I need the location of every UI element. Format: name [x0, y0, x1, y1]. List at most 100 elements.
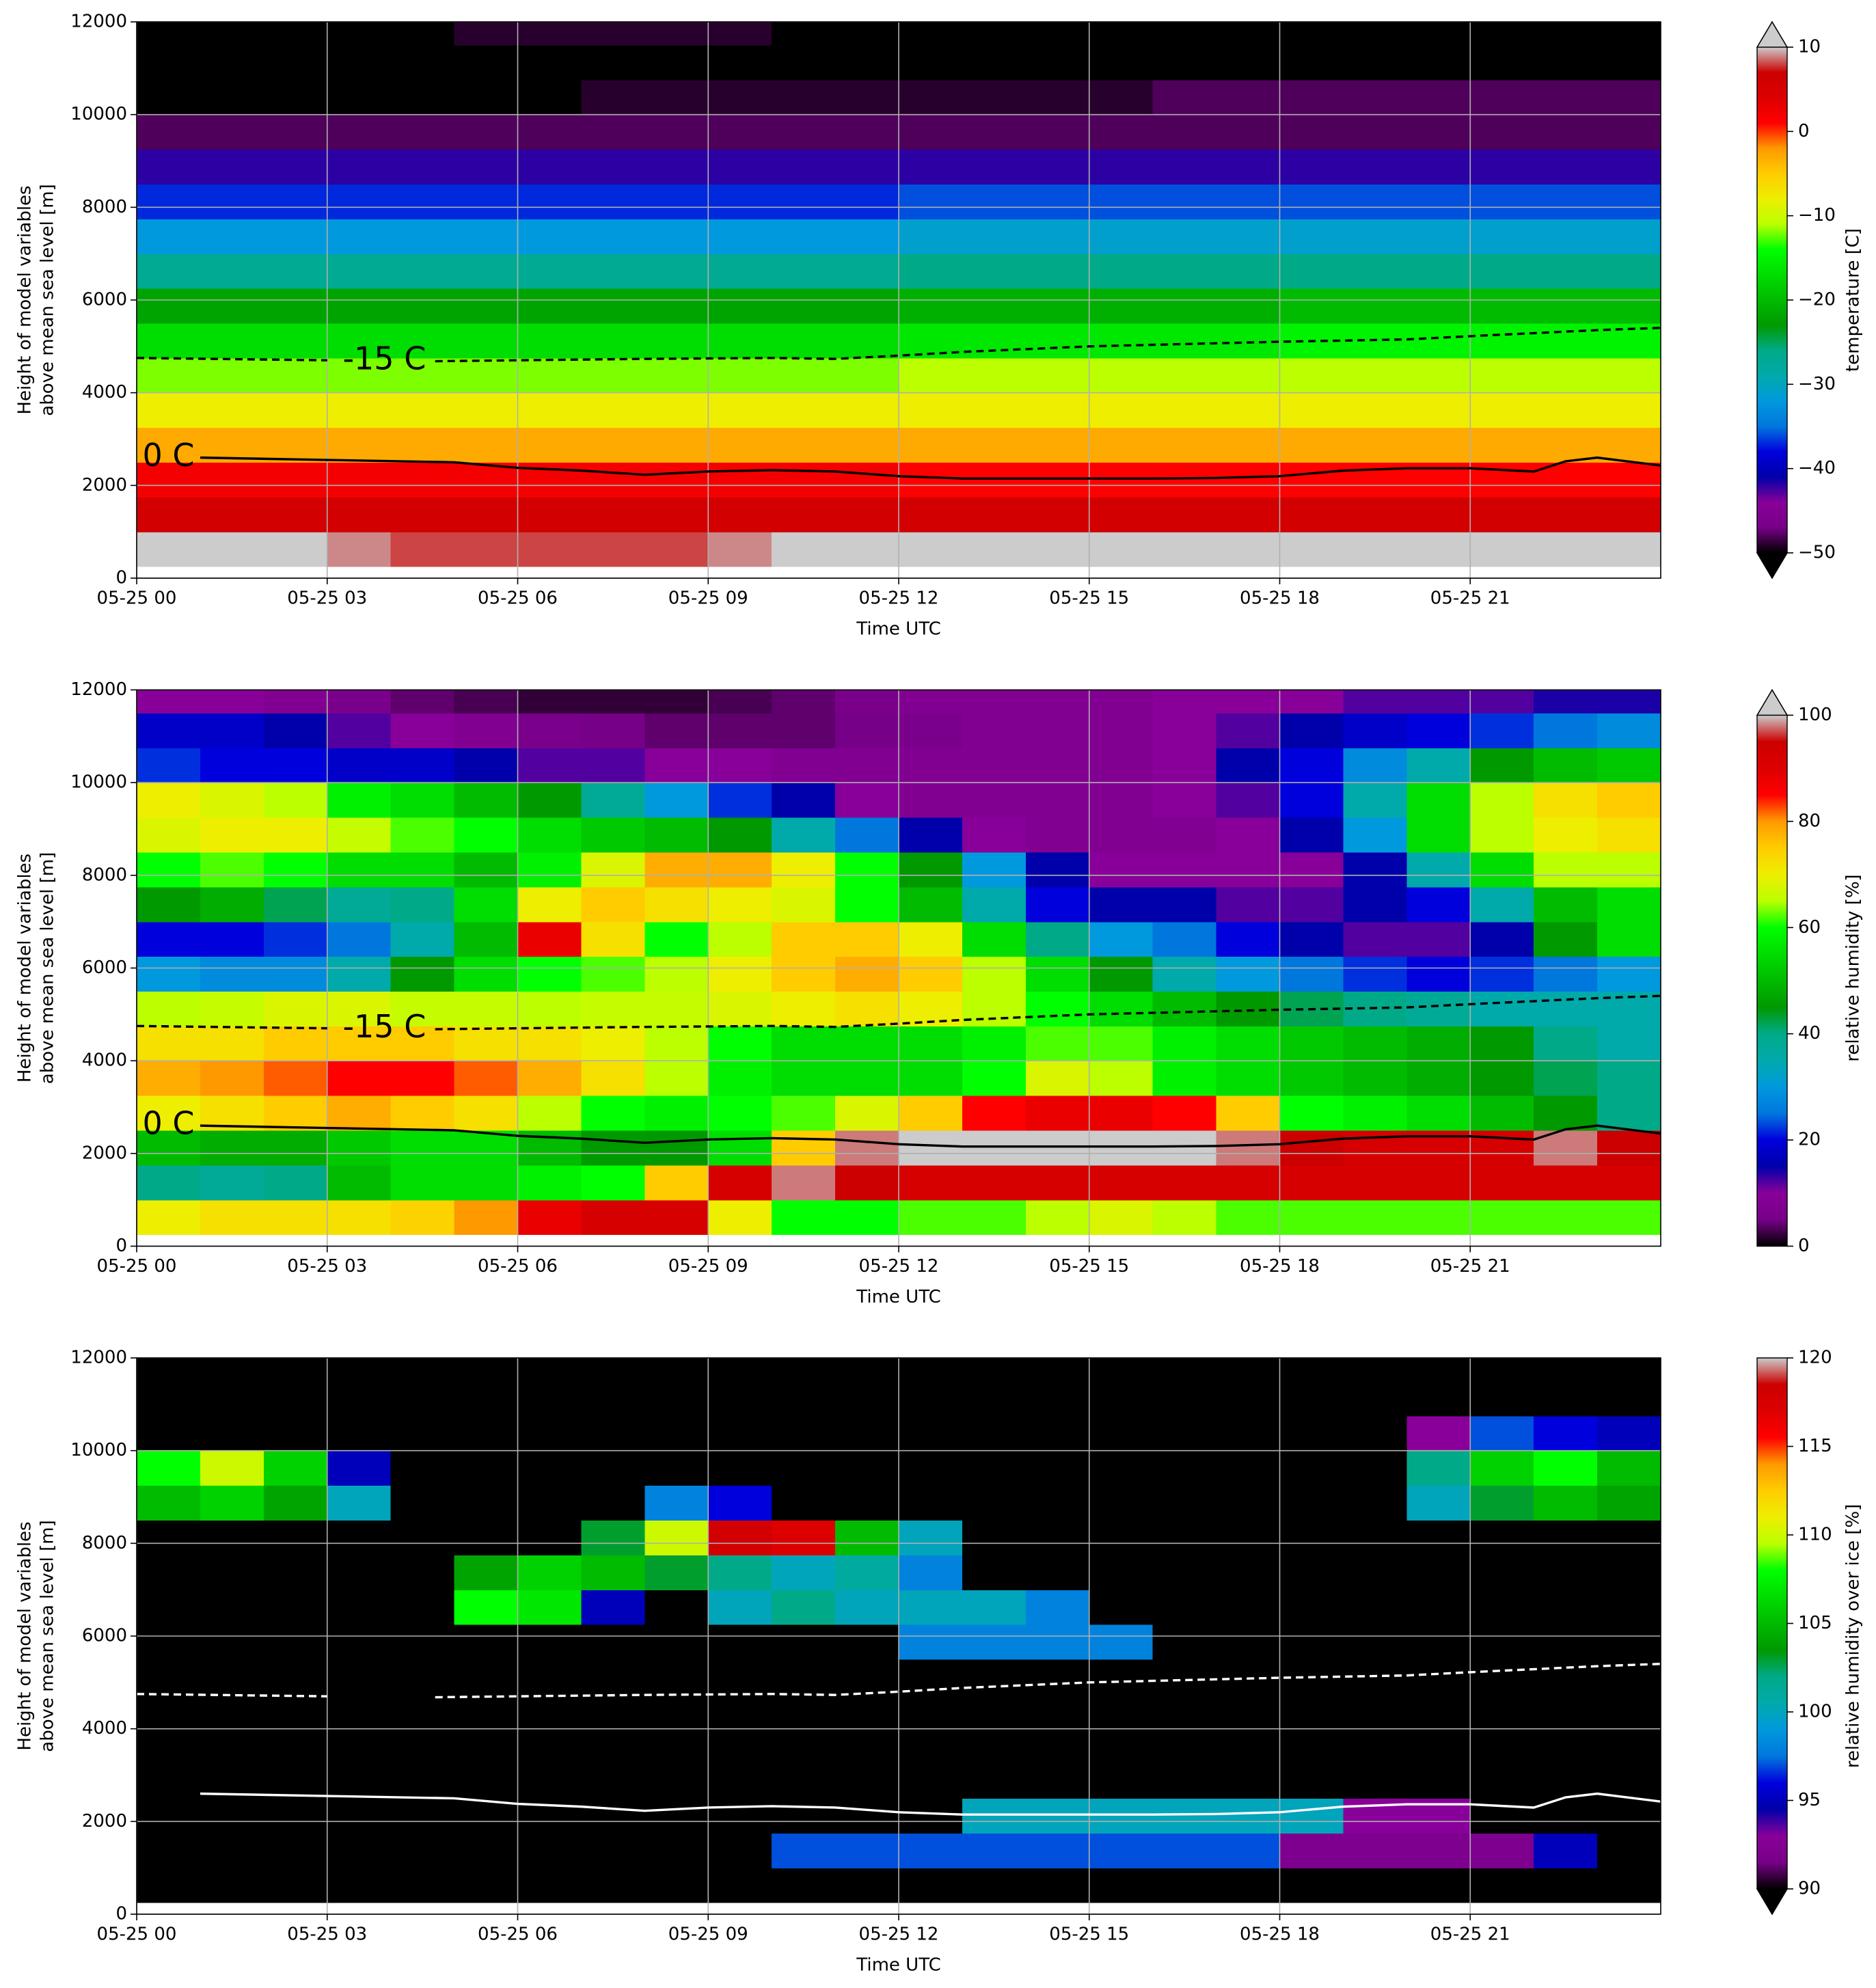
heatmap-cell — [517, 1358, 582, 1382]
heatmap-cell — [644, 1798, 709, 1834]
heatmap-cell — [1343, 1624, 1407, 1660]
heatmap-cell — [1089, 748, 1154, 783]
heatmap-cell — [899, 254, 963, 289]
heatmap-cell — [899, 1693, 963, 1730]
contour-label: -15 C — [342, 1008, 426, 1045]
heatmap-cell — [137, 1693, 201, 1730]
heatmap-cell — [137, 1798, 201, 1834]
heatmap-cell — [1152, 956, 1217, 992]
heatmap-cell — [263, 254, 328, 289]
heatmap-cell — [1470, 817, 1534, 853]
heatmap-cell — [1152, 713, 1217, 748]
heatmap-cell — [517, 1450, 582, 1486]
heatmap-cell — [1406, 1380, 1471, 1417]
heatmap-cell — [1470, 1868, 1534, 1903]
heatmap-cell — [517, 852, 582, 888]
heatmap-cell — [1406, 532, 1471, 567]
heatmap-cell — [1470, 1693, 1534, 1730]
heatmap-cell — [1470, 1624, 1534, 1660]
heatmap-cell — [1216, 1624, 1281, 1660]
heatmap-cell — [200, 782, 264, 818]
heatmap-cell — [708, 323, 772, 359]
heatmap-cell — [835, 219, 899, 254]
heatmap-cell — [1216, 1026, 1281, 1061]
heatmap-cell — [772, 184, 836, 219]
heatmap-cell — [708, 1095, 772, 1131]
heatmap-cell — [1406, 254, 1471, 289]
heatmap-cell — [327, 817, 392, 853]
heatmap-cell — [1470, 79, 1534, 115]
heatmap-cell — [454, 1624, 519, 1660]
heatmap-cell — [1406, 1026, 1471, 1061]
heatmap-cell — [517, 1659, 582, 1695]
heatmap-cell — [835, 991, 899, 1026]
heatmap-cell — [1025, 462, 1090, 498]
heatmap-cell — [962, 1026, 1027, 1061]
colorbar-tick-label: 60 — [1798, 917, 1821, 938]
heatmap-cell — [644, 690, 709, 714]
heatmap-cell — [1470, 1380, 1534, 1417]
heatmap-cell — [1597, 288, 1661, 324]
contour-line — [200, 1792, 1661, 1816]
heatmap-cell — [390, 219, 455, 254]
heatmap-cell — [263, 886, 328, 923]
heatmap-cell — [327, 1659, 392, 1695]
heatmap-cell — [200, 532, 264, 567]
heatmap-cell — [327, 392, 392, 428]
heatmap-cell — [1025, 392, 1090, 428]
heatmap-cell — [1534, 886, 1598, 923]
x-tick-label: 05-25 15 — [1049, 588, 1129, 609]
heatmap-cell — [200, 22, 264, 46]
heatmap-cell — [137, 1624, 201, 1660]
heatmap-cell — [263, 1165, 328, 1201]
heatmap-cell — [517, 1693, 582, 1730]
heatmap-cell — [1597, 886, 1661, 923]
heatmap-cell — [772, 921, 836, 957]
heatmap-cell — [899, 817, 963, 853]
heatmap-cell — [1216, 1095, 1281, 1131]
heatmap-cell — [327, 1130, 392, 1166]
heatmap-cell — [1089, 1415, 1154, 1452]
heatmap-cell — [137, 817, 201, 853]
heatmap-cell — [327, 1833, 392, 1868]
heatmap-cell — [1089, 991, 1154, 1026]
heatmap-cell — [1025, 427, 1090, 463]
heatmap-cell — [962, 1833, 1027, 1868]
heatmap-cell — [137, 782, 201, 818]
heatmap-cell — [454, 288, 519, 324]
heatmap-cell — [708, 956, 772, 992]
heatmap-cell — [1152, 427, 1217, 463]
heatmap-cell — [327, 921, 392, 957]
heatmap-cell — [708, 921, 772, 957]
heatmap-cell — [517, 1026, 582, 1061]
heatmap-cell — [1534, 114, 1598, 150]
heatmap-cell — [1470, 713, 1534, 748]
heatmap-cell — [1216, 1763, 1281, 1799]
heatmap-cell — [200, 323, 264, 359]
heatmap-cell — [581, 1590, 645, 1625]
heatmap-cell — [581, 1868, 645, 1903]
heatmap-cell — [1597, 1693, 1661, 1730]
heatmap-cell — [263, 44, 328, 81]
heatmap-cell — [1089, 1590, 1154, 1625]
heatmap-cell — [263, 1590, 328, 1625]
heatmap-cell — [454, 748, 519, 783]
contour-label: 0 C — [142, 1773, 194, 1810]
heatmap-cell — [708, 1693, 772, 1730]
heatmap-cell — [899, 1165, 963, 1201]
heatmap-cell — [1152, 1485, 1217, 1521]
heatmap-cell — [644, 1659, 709, 1695]
heatmap-cell — [1406, 713, 1471, 748]
heatmap-cell — [835, 921, 899, 957]
heatmap-cell — [1279, 1450, 1344, 1486]
heatmap-cell — [1152, 219, 1217, 254]
heatmap-cell — [327, 1520, 392, 1555]
heatmap-cell — [899, 79, 963, 115]
heatmap-cell — [327, 184, 392, 219]
colorbar-tick-label: 0 — [1798, 121, 1810, 141]
heatmap-cell — [1089, 1380, 1154, 1417]
heatmap-cell — [327, 497, 392, 532]
heatmap-cell — [1406, 44, 1471, 81]
heatmap-cell — [1343, 782, 1407, 818]
heatmap-cell — [390, 114, 455, 150]
